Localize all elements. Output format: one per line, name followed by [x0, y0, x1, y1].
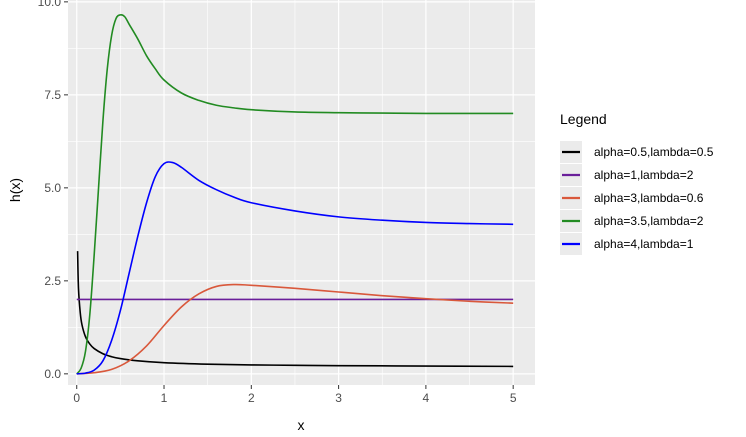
x-axis: 0 1 2 3 4 5: [73, 385, 517, 405]
y-tick-label: 5.0: [44, 181, 61, 195]
x-tick-label: 4: [423, 391, 430, 405]
x-tick-label: 0: [73, 391, 80, 405]
legend-item-label: alpha=0.5,lambda=0.5: [594, 145, 714, 159]
legend-item-label: alpha=3.5,lambda=2: [594, 214, 704, 228]
y-axis-title: h(x): [7, 178, 23, 202]
x-tick-label: 5: [510, 391, 517, 405]
legend-item-label: alpha=4,lambda=1: [594, 237, 694, 251]
y-axis: 0.0 2.5 5.0 7.5 10.0: [38, 0, 68, 381]
series-line-3: [76, 283, 514, 375]
y-tick-label: 0.0: [44, 367, 61, 381]
y-tick-label: 2.5: [44, 274, 61, 288]
y-tick-label: 10.0: [38, 0, 62, 9]
series-line-1: [76, 251, 514, 368]
minor-gridlines: [68, 0, 535, 385]
x-axis-title: x: [298, 417, 305, 433]
legend-item-label: alpha=3,lambda=0.6: [594, 191, 704, 205]
x-tick-label: 2: [248, 391, 255, 405]
series-line-5: [76, 161, 514, 375]
series-line-4: [76, 14, 514, 375]
legend-item-label: alpha=1,lambda=2: [594, 168, 694, 182]
series-lines: [76, 14, 514, 375]
legend-title: Legend: [560, 111, 607, 127]
x-tick-label: 3: [335, 391, 342, 405]
y-tick-label: 7.5: [44, 88, 61, 102]
x-tick-label: 1: [161, 391, 168, 405]
major-gridlines: [68, 0, 535, 385]
legend: Legend alpha=0.5,lambda=0.5 alpha=1,lambd…: [560, 111, 714, 255]
plot-panel: [68, 0, 535, 385]
